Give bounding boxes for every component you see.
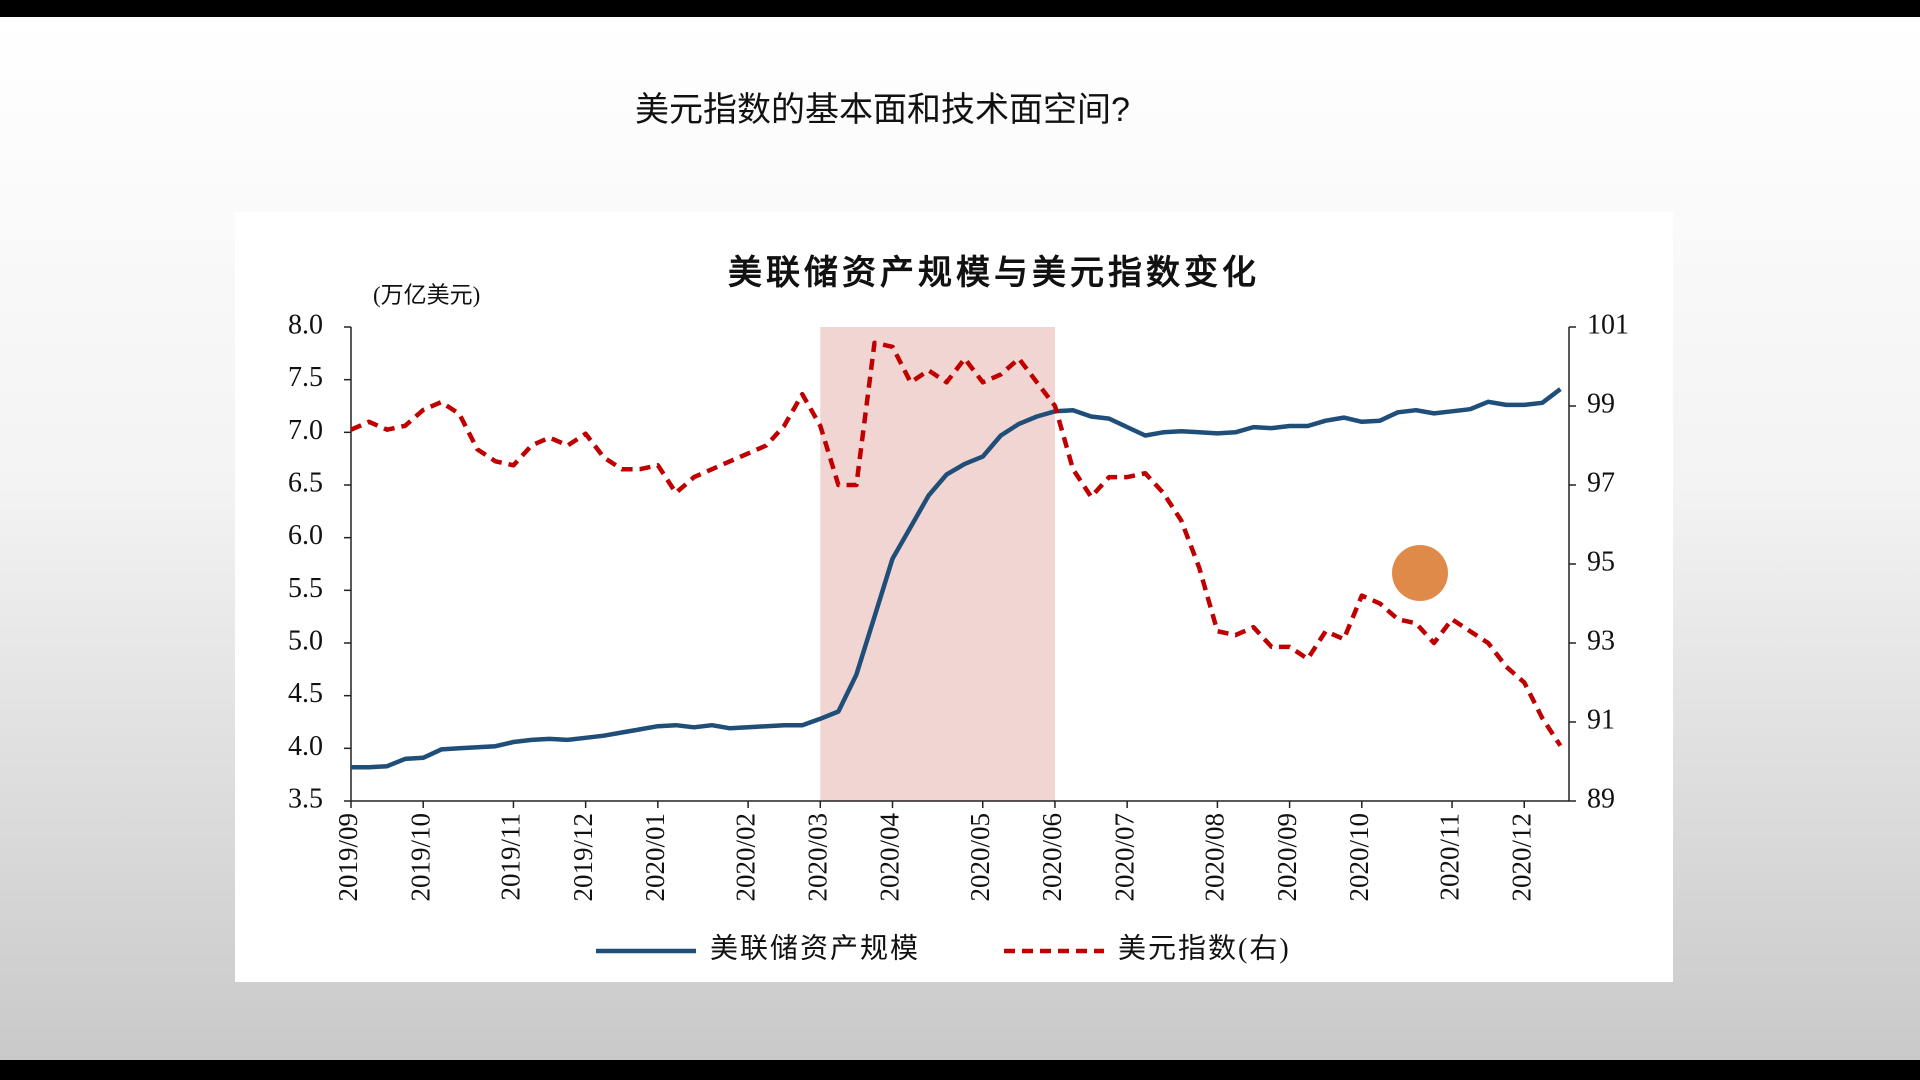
y-tick-label: 3.5 xyxy=(288,783,323,814)
legend-label: 美元指数(右) xyxy=(1118,932,1291,964)
series-line xyxy=(350,340,1563,747)
x-tick-label: 2020/12 xyxy=(1506,813,1536,902)
x-tick-label: 2020/11 xyxy=(1434,813,1464,901)
y-tick-label: 5.5 xyxy=(288,573,323,604)
x-tick-label: 2020/01 xyxy=(640,813,670,902)
y2-tick-label: 95 xyxy=(1587,546,1615,577)
y-tick-label: 8.0 xyxy=(288,309,323,340)
y-tick-label: 7.5 xyxy=(288,362,323,393)
y2-tick-label: 99 xyxy=(1587,388,1615,419)
y-tick-label: 7.0 xyxy=(288,415,323,446)
x-tick-label: 2020/08 xyxy=(1200,813,1230,902)
highlight-band xyxy=(820,327,1055,801)
y2-tick-label: 89 xyxy=(1587,783,1615,814)
y-tick-label: 4.5 xyxy=(288,678,323,709)
legend-label: 美联储资产规模 xyxy=(710,932,920,964)
x-tick-label: 2020/06 xyxy=(1037,813,1067,902)
y-tick-label: 6.5 xyxy=(288,467,323,498)
x-tick-label: 2019/09 xyxy=(333,813,363,902)
plot: 3.5 4.0 4.5 5.0 5.5 6.0 6.5 7.0 7.5 8.0 89 91 93 95 97… xyxy=(288,309,1629,964)
y2-tick-label: 93 xyxy=(1587,625,1615,656)
x-tick-label: 2020/10 xyxy=(1344,813,1374,902)
chart-title: 美联储资产规模与美元指数变化 xyxy=(728,254,1260,292)
slide-title: 美元指数的基本面和技术面空间? xyxy=(635,91,1130,129)
x-tick-label: 2020/07 xyxy=(1109,813,1139,902)
x-tick-label: 2019/10 xyxy=(405,813,435,902)
y2-tick-label: 91 xyxy=(1587,704,1615,735)
series-line xyxy=(351,387,1562,770)
x-tick-label: 2020/05 xyxy=(965,813,995,902)
x-tick-label: 2019/12 xyxy=(568,813,598,902)
y2-tick-label: 101 xyxy=(1587,309,1629,340)
y-tick-label: 5.0 xyxy=(288,625,323,656)
x-tick-label: 2020/09 xyxy=(1272,813,1302,902)
y-tick-label: 4.0 xyxy=(288,731,323,762)
x-tick-label: 2019/11 xyxy=(496,813,526,901)
y2-tick-label: 97 xyxy=(1587,467,1615,498)
cursor-dot xyxy=(1392,545,1448,601)
x-tick-label: 2020/03 xyxy=(803,813,833,902)
x-tick-label: 2020/04 xyxy=(875,813,905,902)
x-tick-label: 2020/02 xyxy=(730,813,760,902)
y-axis-unit: (万亿美元) xyxy=(373,282,480,307)
y-tick-label: 6.0 xyxy=(288,520,323,551)
